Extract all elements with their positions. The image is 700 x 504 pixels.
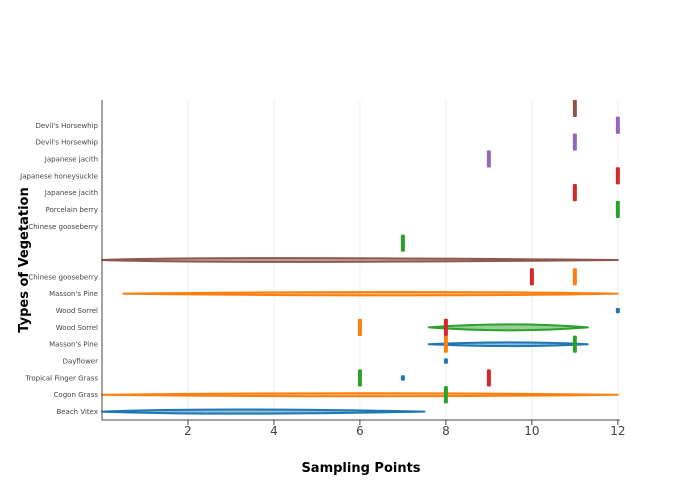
x-tick-label: 6 xyxy=(356,424,364,438)
violin-1-0[interactable] xyxy=(101,392,619,398)
y-tick-label: Wood Sorrel xyxy=(56,307,98,315)
violin-4-2[interactable] xyxy=(615,116,620,134)
y-tick-label: Tropical Finger Grass xyxy=(24,374,98,382)
y-tick-label: Beach Vitex xyxy=(56,408,98,416)
violin-3-0[interactable] xyxy=(486,369,491,387)
violin-3-1[interactable] xyxy=(443,318,448,336)
x-axis-title: Sampling Points xyxy=(301,461,420,476)
violin-5-1[interactable] xyxy=(572,99,577,117)
y-tick-label: Cogon Grass xyxy=(54,391,99,399)
violin-2-4[interactable] xyxy=(400,234,405,252)
violin-2-3[interactable] xyxy=(427,323,589,332)
violin-0-2[interactable] xyxy=(443,358,448,364)
y-tick-label: Devil's Horsewhip xyxy=(36,122,99,130)
x-tick-label: 8 xyxy=(442,424,450,438)
violin-5-0[interactable] xyxy=(101,257,619,263)
y-tick-label: Wood Sorrel xyxy=(56,324,98,332)
violin-2-2[interactable] xyxy=(572,335,577,353)
violin-4-1[interactable] xyxy=(572,133,577,151)
y-tick-label: Masson's Pine xyxy=(49,290,98,298)
x-tick-label: 12 xyxy=(610,424,625,438)
x-tick-label: 4 xyxy=(270,424,278,438)
violin-0-4[interactable] xyxy=(615,307,620,314)
violin-2-0[interactable] xyxy=(443,386,448,404)
y-tick-label: Japanese jacith xyxy=(44,189,98,197)
y-tick-label: Masson's Pine xyxy=(49,341,98,349)
y-tick-label: Devil's Horsewhip xyxy=(36,139,99,147)
violin-1-1[interactable] xyxy=(443,335,448,353)
violin-4-0[interactable] xyxy=(486,150,491,168)
y-tick-label: Japanese jacith xyxy=(44,155,98,163)
violin-1-4[interactable] xyxy=(572,268,577,286)
violins xyxy=(101,99,620,415)
y-tick-label: Dayflower xyxy=(63,358,99,366)
violin-0-0[interactable] xyxy=(101,408,426,415)
y-axis-title: Types of Vegetation xyxy=(17,187,32,332)
violin-3-3[interactable] xyxy=(572,184,577,202)
y-tick-label: Chinese gooseberry xyxy=(28,223,98,231)
violin-2-1[interactable] xyxy=(357,369,362,387)
violin-1-2[interactable] xyxy=(357,318,362,336)
y-tick-label: Japanese honeysuckle xyxy=(19,172,98,180)
violin-3-4[interactable] xyxy=(615,167,620,185)
y-tick-label: Chinese gooseberry xyxy=(28,273,98,281)
violin-1-3[interactable] xyxy=(122,291,619,297)
violin-2-5[interactable] xyxy=(615,200,620,219)
tick-labels: 2 4 6 8 10 12 Beach Vitex Cogon Grass Tropical F… xyxy=(19,122,625,438)
violin-0-3[interactable] xyxy=(427,341,589,348)
x-tick-label: 10 xyxy=(524,424,539,438)
x-tick-label: 2 xyxy=(184,424,192,438)
violin-0-1[interactable] xyxy=(400,375,405,381)
y-tick-label: Porcelain berry xyxy=(46,206,99,214)
violin-3-2[interactable] xyxy=(529,268,534,286)
